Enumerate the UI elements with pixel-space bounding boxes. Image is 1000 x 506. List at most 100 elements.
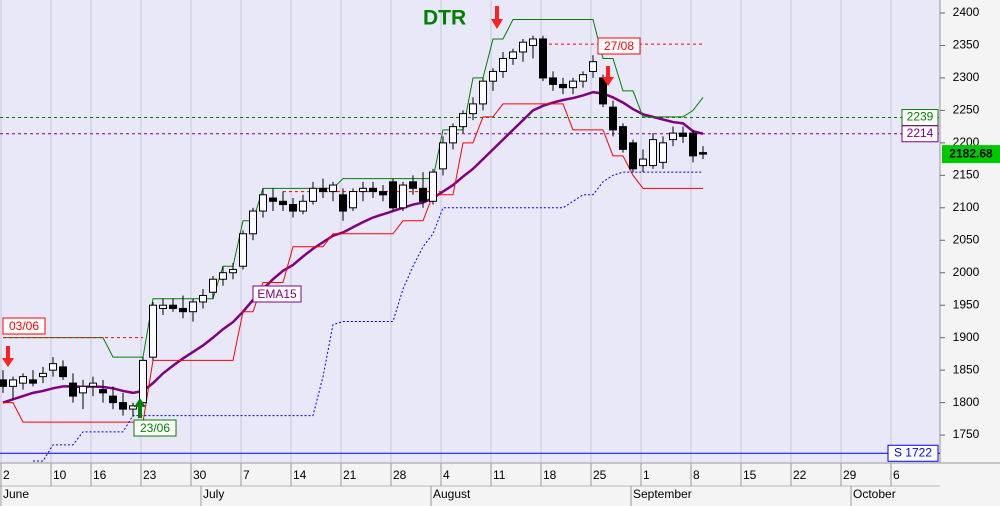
x-tick-label: 29 [843, 468, 857, 482]
x-tick-label: 22 [793, 468, 807, 482]
candle-body [409, 181, 417, 189]
month-label: September [633, 487, 692, 501]
candle-body [499, 57, 507, 72]
indicator-line [33, 171, 703, 462]
annotation: 23/06 [140, 421, 170, 435]
last-price: 2182.68 [949, 146, 993, 160]
month-label: October [853, 487, 896, 501]
annotation-box [133, 419, 177, 437]
candle-body [689, 132, 697, 157]
annotation: 27/08 [604, 39, 634, 53]
candle-body [49, 363, 57, 371]
candle-body [489, 70, 497, 82]
candle-body [19, 376, 27, 384]
candle-body [479, 80, 487, 105]
x-tick-label: 10 [53, 468, 67, 482]
y-tick-label: 2150 [953, 168, 980, 182]
x-tick-label: 21 [343, 468, 357, 482]
annotation: 03/06 [9, 319, 39, 333]
candle-body [539, 38, 547, 79]
candle-body [579, 74, 587, 82]
candle-body [219, 272, 227, 280]
candle-body [369, 187, 377, 193]
candle-body [329, 184, 337, 193]
last-price-box [942, 145, 1000, 164]
x-tick-label: 15 [743, 468, 757, 482]
level-label: 2214 [907, 126, 934, 140]
candle-body [699, 152, 707, 155]
annotation-box [2, 317, 46, 335]
candle-body [629, 142, 637, 170]
y-tick-label: 2100 [953, 200, 980, 214]
candle-body [309, 187, 317, 202]
y-tick-label: 2300 [953, 70, 980, 84]
candle-body [449, 126, 457, 144]
candle-body [569, 80, 577, 89]
y-tick-label: 2400 [953, 5, 980, 19]
candle-body [189, 301, 197, 313]
x-tick-label: 4 [443, 468, 450, 482]
annotation-box [597, 37, 641, 55]
candle-body [0, 379, 7, 387]
candle-body [229, 268, 237, 274]
candle-body [339, 194, 347, 212]
x-tick-label: 28 [393, 468, 407, 482]
x-tick-label: 30 [193, 468, 207, 482]
candle-body [679, 132, 687, 137]
candle-body [159, 304, 167, 309]
indicator-line [2, 90, 704, 404]
candle-body [349, 191, 357, 209]
candle-body [149, 304, 157, 358]
sell-arrow [602, 66, 614, 86]
signal-label: DTR [423, 7, 466, 30]
candle-body [559, 83, 567, 89]
x-tick-label: 18 [543, 468, 557, 482]
candle-body [9, 379, 17, 387]
y-tick-label: 1750 [953, 427, 980, 441]
candle-body [259, 194, 267, 212]
candle-body [429, 171, 437, 202]
candle-body [119, 402, 127, 410]
candle-body [169, 304, 177, 309]
candle-body [639, 158, 647, 167]
x-tick-label: 1 [643, 468, 650, 482]
candle-body [609, 106, 617, 131]
candles [0, 35, 707, 417]
series-label: EMA15 [257, 287, 297, 301]
level-box [887, 444, 939, 462]
candle-body [299, 200, 307, 212]
candle-body [59, 366, 67, 378]
indicator-line [3, 18, 704, 358]
candle-body [199, 294, 207, 303]
candle-body [39, 372, 47, 378]
candle-body [289, 204, 297, 212]
buy-arrow [134, 398, 146, 418]
x-tick-label: 23 [143, 468, 157, 482]
overlay: 03/06 23/06 27/08 DTR EMA15 2239 2214 S 17… [2, 6, 939, 462]
time-axis [0, 463, 1000, 506]
candle-body [359, 187, 367, 193]
candle-body [209, 278, 217, 293]
x-tick-label: 11 [493, 468, 506, 482]
candle-body [179, 307, 187, 313]
candle-body [129, 405, 137, 410]
candle-body [399, 184, 407, 209]
candle-body [439, 142, 447, 170]
plot-area [0, 0, 940, 463]
y-tick-label: 1850 [953, 362, 980, 376]
sell-arrow [2, 346, 14, 367]
x-tick-label: 14 [293, 468, 307, 482]
x-tick-label: 8 [693, 468, 700, 482]
candle-body [669, 132, 677, 141]
candle-body [89, 382, 97, 387]
y-tick-label: 2250 [953, 103, 980, 117]
x-tick-label: 6 [893, 468, 900, 482]
price-axis [940, 0, 1000, 463]
level-label: S 1722 [894, 445, 932, 459]
month-label: August [433, 487, 471, 501]
candle-body [79, 385, 87, 394]
candle-body [139, 359, 147, 404]
candle-body [519, 41, 527, 53]
candle-body [319, 187, 327, 193]
